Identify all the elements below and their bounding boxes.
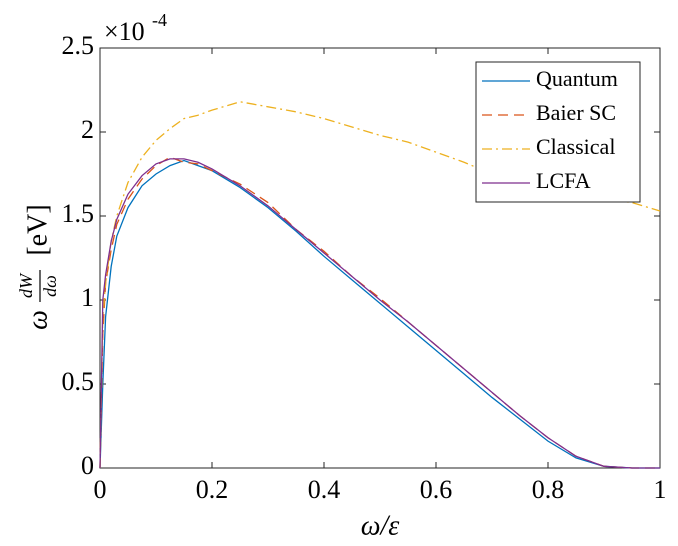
series-line — [99, 159, 660, 469]
y-tick-label: 2.5 — [62, 31, 95, 60]
legend-label: LCFA — [536, 168, 591, 193]
x-tick-label: 0.6 — [420, 475, 453, 504]
y-label-numerator: dW — [16, 272, 36, 298]
x-tick-label: 0.2 — [196, 475, 229, 504]
y-tick-label: 0 — [81, 451, 94, 480]
series-line — [99, 101, 661, 469]
x-tick-label: 0.8 — [532, 475, 565, 504]
exponent: -4 — [152, 10, 167, 30]
y-tick-label: 1.5 — [62, 199, 95, 228]
x-tick-label: 1 — [654, 475, 667, 504]
y-label-unit: [eV] — [22, 204, 53, 255]
series-line — [99, 158, 660, 469]
legend-label: Classical — [536, 134, 615, 159]
y-label-denominator: dω — [40, 275, 60, 297]
x-tick-label: 0.4 — [308, 475, 341, 504]
x-tick-label: 0 — [94, 475, 107, 504]
x-axis-label: ω/ε — [361, 510, 400, 541]
y-label-omega: ω — [22, 310, 53, 330]
exponent-base: ×10 — [104, 17, 145, 46]
y-tick-label: 2 — [81, 115, 94, 144]
y-axis-label: ω dW dω [eV] — [16, 204, 60, 330]
legend-label: Baier SC — [536, 100, 616, 125]
legend-label: Quantum — [536, 66, 618, 91]
y-tick-label: 0.5 — [62, 367, 95, 396]
y-tick-label: 1 — [81, 283, 94, 312]
legend-box — [475, 61, 641, 203]
